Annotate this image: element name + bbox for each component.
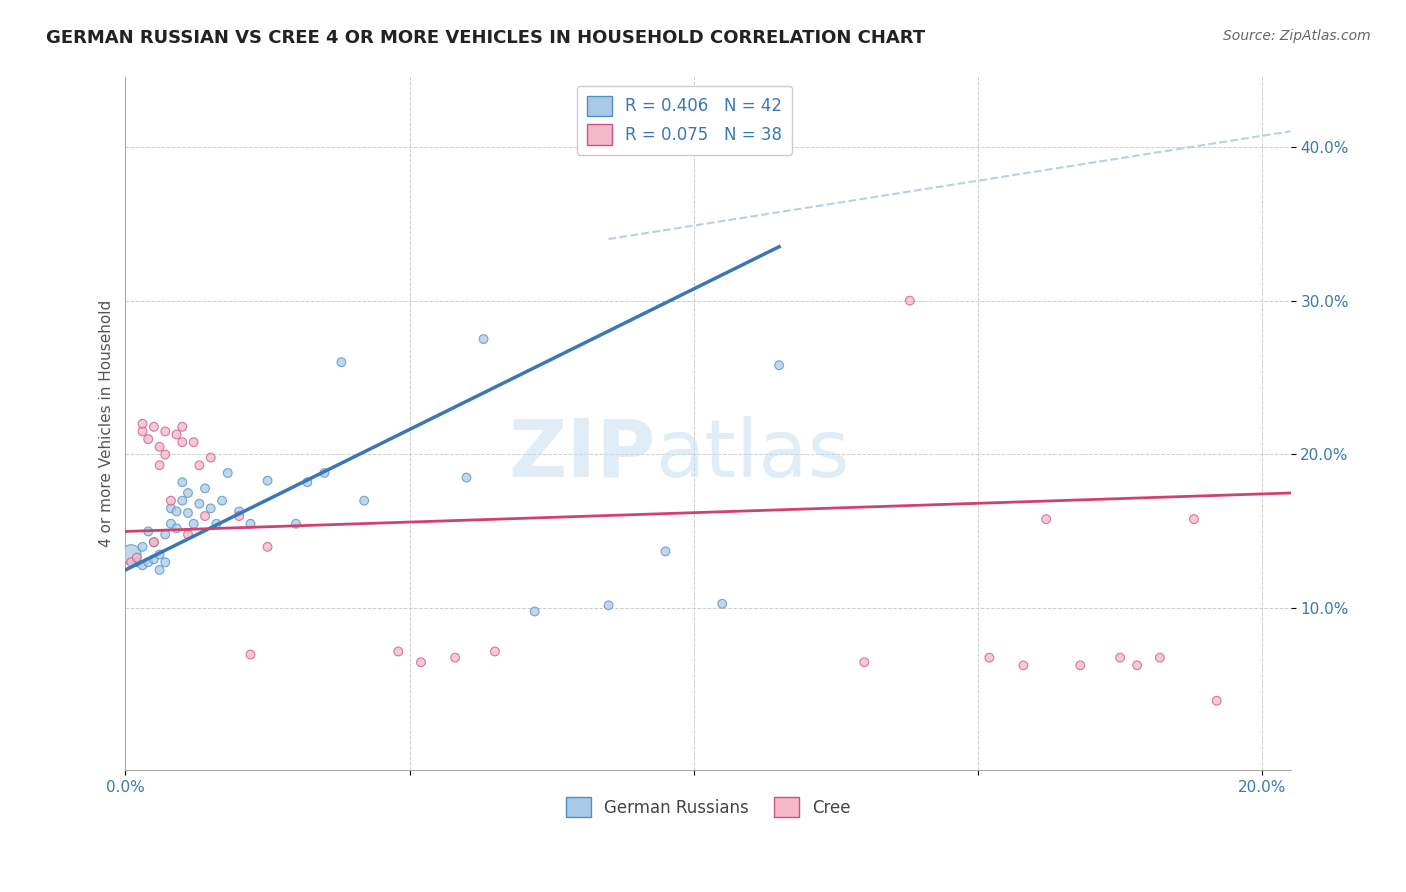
Point bbox=[217, 466, 239, 480]
Point bbox=[239, 516, 262, 531]
Point bbox=[131, 425, 153, 439]
Point bbox=[898, 293, 921, 308]
Point bbox=[200, 450, 222, 465]
Point bbox=[131, 558, 153, 573]
Point bbox=[330, 355, 353, 369]
Point bbox=[654, 544, 676, 558]
Point bbox=[136, 555, 159, 569]
Point bbox=[148, 563, 170, 577]
Point bbox=[136, 524, 159, 539]
Point bbox=[131, 417, 153, 431]
Point bbox=[211, 493, 233, 508]
Point bbox=[472, 332, 495, 346]
Point bbox=[1205, 694, 1227, 708]
Point bbox=[148, 548, 170, 562]
Point bbox=[200, 501, 222, 516]
Point bbox=[131, 540, 153, 554]
Point bbox=[166, 521, 188, 535]
Point bbox=[285, 516, 308, 531]
Point bbox=[228, 504, 250, 518]
Point bbox=[172, 435, 194, 450]
Point bbox=[155, 425, 177, 439]
Point bbox=[205, 516, 228, 531]
Point bbox=[183, 516, 205, 531]
Point bbox=[768, 358, 790, 372]
Point bbox=[155, 527, 177, 541]
Point bbox=[142, 419, 165, 434]
Point bbox=[136, 432, 159, 446]
Text: ZIP: ZIP bbox=[509, 416, 655, 494]
Point bbox=[1109, 650, 1132, 665]
Point bbox=[142, 552, 165, 566]
Point bbox=[177, 506, 200, 520]
Point bbox=[142, 535, 165, 549]
Point bbox=[484, 644, 506, 658]
Point bbox=[523, 605, 546, 619]
Point bbox=[172, 475, 194, 490]
Point bbox=[177, 527, 200, 541]
Point bbox=[444, 650, 467, 665]
Point bbox=[142, 535, 165, 549]
Point bbox=[120, 548, 142, 562]
Point bbox=[160, 493, 183, 508]
Legend: German Russians, Cree: German Russians, Cree bbox=[560, 790, 858, 824]
Point bbox=[1126, 658, 1149, 673]
Point bbox=[194, 481, 217, 495]
Point bbox=[228, 509, 250, 524]
Text: atlas: atlas bbox=[655, 416, 851, 494]
Point bbox=[1069, 658, 1091, 673]
Point bbox=[456, 470, 478, 484]
Point bbox=[353, 493, 375, 508]
Point bbox=[239, 648, 262, 662]
Point bbox=[256, 540, 278, 554]
Point bbox=[409, 655, 432, 669]
Point bbox=[194, 509, 217, 524]
Point bbox=[314, 466, 336, 480]
Point bbox=[125, 555, 148, 569]
Point bbox=[853, 655, 876, 669]
Point bbox=[979, 650, 1001, 665]
Point bbox=[256, 474, 278, 488]
Point bbox=[177, 486, 200, 500]
Point bbox=[166, 427, 188, 442]
Point bbox=[155, 448, 177, 462]
Point bbox=[120, 555, 142, 569]
Point bbox=[160, 516, 183, 531]
Point bbox=[387, 644, 409, 658]
Point bbox=[598, 599, 620, 613]
Point bbox=[188, 497, 211, 511]
Point bbox=[188, 458, 211, 473]
Point bbox=[172, 493, 194, 508]
Point bbox=[155, 555, 177, 569]
Point bbox=[148, 440, 170, 454]
Point bbox=[711, 597, 734, 611]
Text: GERMAN RUSSIAN VS CREE 4 OR MORE VEHICLES IN HOUSEHOLD CORRELATION CHART: GERMAN RUSSIAN VS CREE 4 OR MORE VEHICLE… bbox=[46, 29, 925, 46]
Point bbox=[1149, 650, 1171, 665]
Point bbox=[297, 475, 319, 490]
Point bbox=[160, 501, 183, 516]
Y-axis label: 4 or more Vehicles in Household: 4 or more Vehicles in Household bbox=[100, 300, 114, 548]
Point bbox=[166, 504, 188, 518]
Point bbox=[1012, 658, 1035, 673]
Point bbox=[125, 550, 148, 565]
Point bbox=[1035, 512, 1057, 526]
Point bbox=[1182, 512, 1205, 526]
Text: Source: ZipAtlas.com: Source: ZipAtlas.com bbox=[1223, 29, 1371, 43]
Point bbox=[183, 435, 205, 450]
Point bbox=[172, 419, 194, 434]
Point bbox=[148, 458, 170, 473]
